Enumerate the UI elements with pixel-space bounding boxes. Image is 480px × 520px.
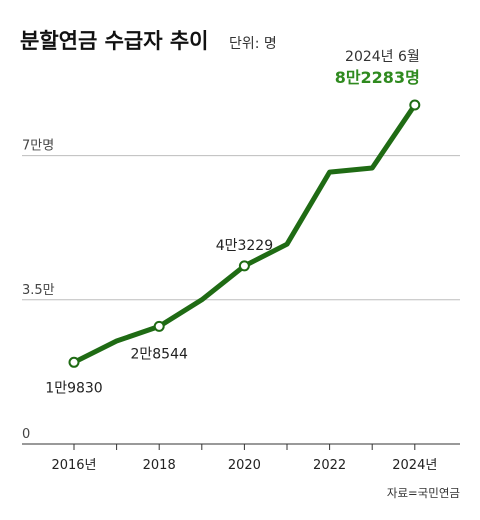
chart-unit: 단위: 명 [229, 36, 277, 52]
x-tick-label: 2022 [313, 458, 346, 473]
callout-value: 8만2283명 [335, 68, 420, 87]
y-tick-label: 0 [22, 427, 30, 442]
data-label: 2만8544 [130, 346, 188, 362]
x-tick-label: 2024년 [392, 458, 437, 473]
data-label: 1만9830 [45, 380, 102, 396]
series-line [71, 102, 418, 365]
x-tick-label: 2020 [228, 458, 261, 473]
data-point-marker [153, 320, 165, 332]
chart-title: 분할연금 수급자 추이 [20, 29, 209, 53]
data-label: 4만3229 [216, 238, 273, 254]
y-tick-label: 3.5만 [22, 283, 55, 298]
data-point-marker [409, 99, 421, 111]
callout-date: 2024년 6월 [345, 49, 420, 65]
data-point-marker [68, 356, 80, 368]
x-tick-label: 2018 [143, 458, 176, 473]
y-tick-label: 7만명 [22, 139, 54, 154]
data-point-marker [238, 260, 250, 272]
source-note: 자료=국민연금 [387, 486, 460, 500]
x-tick-label: 2016년 [51, 458, 96, 473]
